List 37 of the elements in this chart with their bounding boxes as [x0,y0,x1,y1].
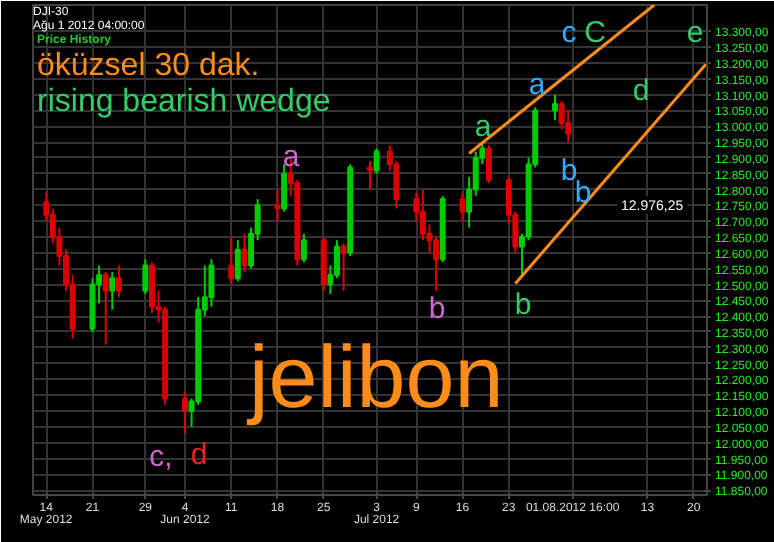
annotation: e [686,16,704,50]
annotation: a [474,110,493,144]
candlestick [234,239,241,283]
candlestick [281,163,288,213]
annotation: a [528,68,547,102]
candlestick [340,242,347,292]
annotation: b [514,288,532,322]
candlestick [485,144,492,185]
candlestick [142,258,149,295]
candlestick [367,160,373,191]
candlestick [102,270,109,346]
candlestick [228,236,235,286]
candlestick [148,261,155,314]
candlestick [109,270,116,311]
annotation: jelibon [245,329,504,427]
candlestick [300,232,307,264]
annotation: b [428,292,446,326]
annotation: C [584,16,607,50]
annotation: c, [149,440,173,474]
annotation: c [561,16,578,50]
annotation: öküzsel 30 dak. [37,49,260,83]
annotation: d [632,74,650,108]
candlestick [459,191,466,223]
candlestick [115,264,122,299]
annotation: b [574,176,592,210]
candlestick [274,188,281,223]
annotation: rising bearish wedge [37,85,331,119]
candlestick [552,93,558,121]
candlestick [565,109,572,144]
annotation: a [282,140,301,174]
annotation: b [560,154,578,188]
candlestick [320,236,327,292]
annotation: d [190,438,208,472]
candlestick [182,391,188,435]
candlestick [373,147,380,175]
candlestick [208,258,215,308]
candlestick [241,232,248,273]
